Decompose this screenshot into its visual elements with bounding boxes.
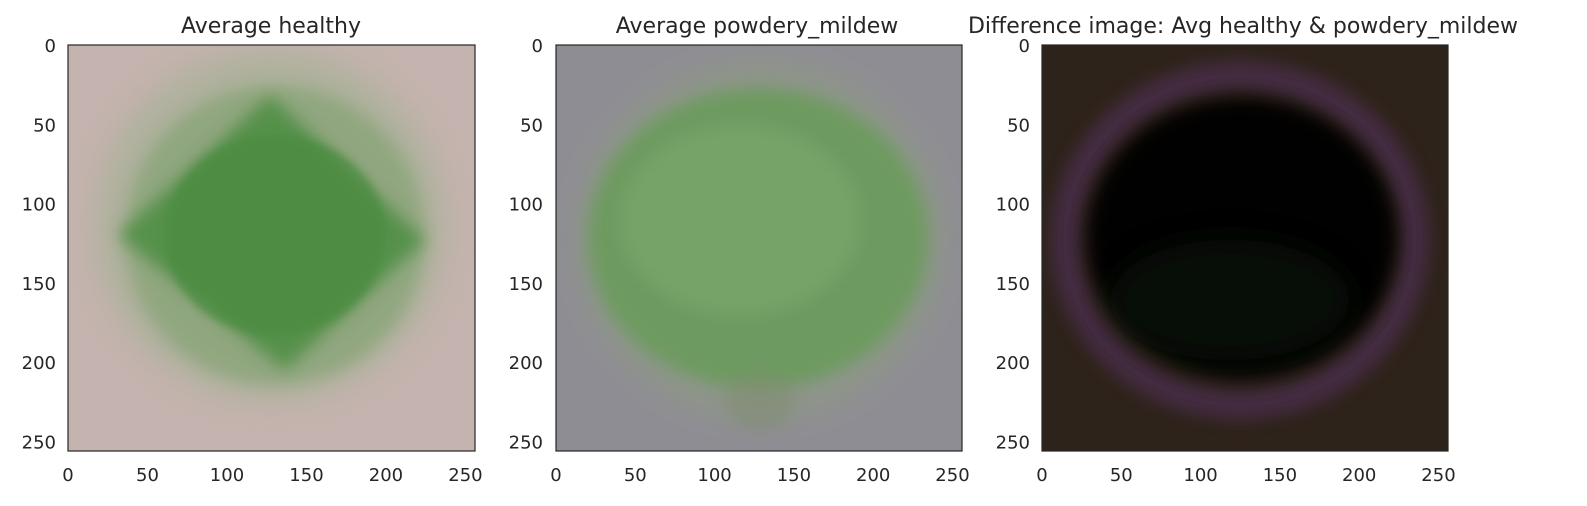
- y-tick-label: 100: [22, 195, 56, 216]
- heatmap-image: [68, 45, 475, 451]
- x-tick-label: 0: [62, 465, 73, 486]
- x-tick-label: 200: [856, 465, 890, 486]
- x-tick-label: 150: [1263, 465, 1297, 486]
- y-tick-label: 100: [996, 195, 1030, 216]
- leaf-highlight: [620, 125, 860, 315]
- y-tick-label: 50: [1007, 115, 1030, 136]
- y-tick-labels: 0 50 100 150 200 250: [22, 36, 56, 453]
- difference-ring: [1051, 61, 1429, 419]
- y-tick-label: 50: [33, 115, 56, 136]
- x-tick-label: 50: [136, 465, 159, 486]
- y-tick-label: 150: [22, 274, 56, 295]
- y-tick-label: 0: [45, 36, 56, 57]
- panel-title: Difference image: Avg healthy & powdery_…: [968, 14, 1518, 39]
- y-tick-label: 200: [996, 353, 1030, 374]
- leaf-core: [165, 135, 385, 335]
- y-tick-label: 250: [996, 432, 1030, 453]
- x-tick-label: 250: [935, 465, 969, 486]
- y-tick-label: 200: [22, 353, 56, 374]
- y-tick-label: 200: [509, 353, 543, 374]
- difference-tint: [1110, 240, 1350, 360]
- axes-frame: [67, 44, 476, 452]
- x-tick-label: 100: [1183, 465, 1217, 486]
- x-tick-label: 100: [697, 465, 731, 486]
- x-tick-label: 250: [1421, 465, 1455, 486]
- x-tick-label: 150: [289, 465, 323, 486]
- heatmap-image: [556, 45, 962, 451]
- x-tick-labels: 0 50 100 150 200 250: [550, 465, 969, 486]
- x-tick-label: 0: [1036, 465, 1047, 486]
- y-tick-labels: 0 50 100 150 200 250: [996, 36, 1030, 453]
- x-tick-labels: 0 50 100 150 200 250: [1036, 465, 1455, 486]
- leaf-stem: [725, 370, 795, 430]
- panel-average-powdery-mildew: Average powdery_mildew 0 50 100 150 200 250 0…: [509, 14, 970, 486]
- y-tick-label: 150: [509, 274, 543, 295]
- x-tick-label: 100: [210, 465, 244, 486]
- panel-title: Average powdery_mildew: [616, 14, 898, 39]
- panel-title: Average healthy: [181, 14, 361, 39]
- x-tick-label: 200: [1342, 465, 1376, 486]
- panel-difference-image: Difference image: Avg healthy & powdery_…: [968, 14, 1518, 486]
- y-tick-label: 250: [22, 432, 56, 453]
- heatmap-image: [1042, 45, 1448, 451]
- y-tick-label: 100: [509, 195, 543, 216]
- y-tick-label: 50: [520, 115, 543, 136]
- y-tick-label: 150: [996, 274, 1030, 295]
- y-tick-labels: 0 50 100 150 200 250: [509, 36, 543, 453]
- y-tick-label: 0: [532, 36, 543, 57]
- y-tick-label: 0: [1019, 36, 1030, 57]
- x-tick-label: 200: [369, 465, 403, 486]
- x-tick-label: 250: [448, 465, 482, 486]
- axes-frame: [1041, 44, 1449, 452]
- panel-average-healthy: Average healthy 0 50 100 150 200 250 0 50 100 15…: [22, 14, 483, 486]
- x-tick-label: 150: [777, 465, 811, 486]
- x-tick-label: 0: [550, 465, 561, 486]
- x-tick-label: 50: [1110, 465, 1133, 486]
- y-tick-label: 250: [509, 432, 543, 453]
- x-tick-labels: 0 50 100 150 200 250: [62, 465, 482, 486]
- axes-frame: [555, 44, 963, 452]
- x-tick-label: 50: [624, 465, 647, 486]
